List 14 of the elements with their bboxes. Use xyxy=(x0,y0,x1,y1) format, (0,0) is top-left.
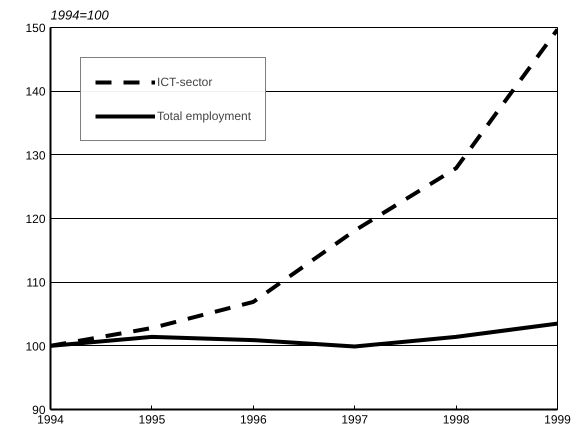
legend-label: ICT-sector xyxy=(157,75,212,89)
legend-label: Total employment xyxy=(157,109,252,123)
y-tick-label: 150 xyxy=(25,21,46,35)
x-tick-label: 1995 xyxy=(138,412,166,426)
y-tick-label: 110 xyxy=(26,276,46,290)
y-tick-label: 100 xyxy=(25,339,46,354)
chart-subtitle: 1994=100 xyxy=(50,8,110,22)
x-tick-label: 1996 xyxy=(240,412,267,426)
x-tick-label: 1999 xyxy=(544,412,572,426)
y-tick-label: 140 xyxy=(25,84,46,99)
y-tick-label: 120 xyxy=(25,212,46,226)
x-tick-label: 1997 xyxy=(341,412,368,426)
x-tick-label: 1998 xyxy=(442,412,470,426)
y-tick-label: 130 xyxy=(25,148,46,162)
